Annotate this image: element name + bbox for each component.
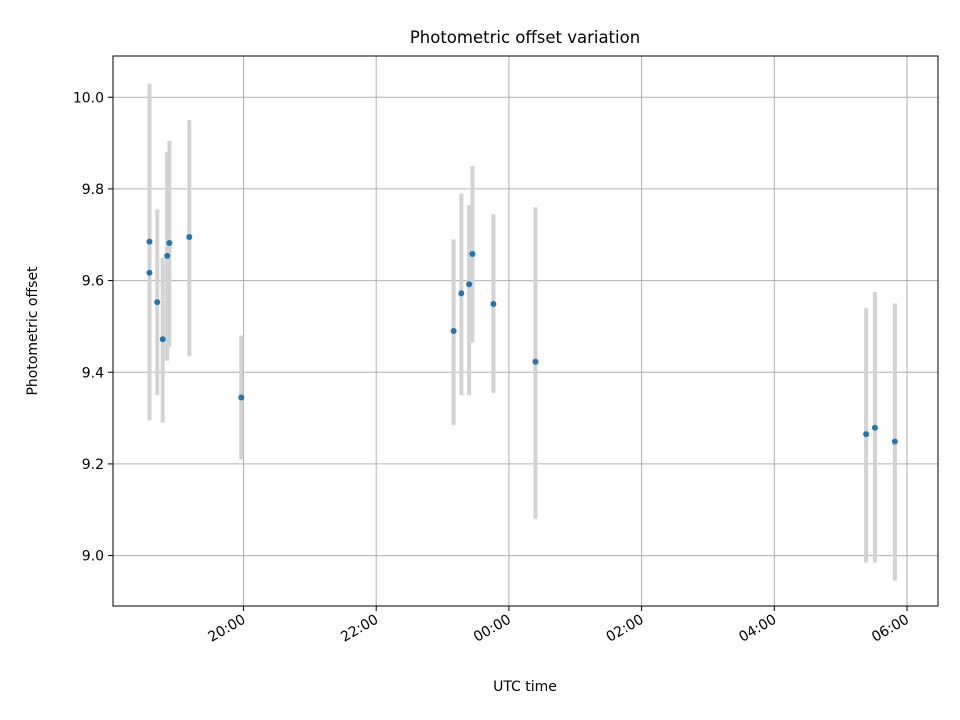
y-tick-label: 9.0 bbox=[82, 549, 104, 565]
grid bbox=[113, 56, 938, 606]
data-point bbox=[146, 269, 153, 276]
data-point bbox=[469, 251, 476, 257]
data-points bbox=[146, 234, 898, 445]
y-tick-label: 9.2 bbox=[82, 457, 104, 473]
x-axis-label: UTC time bbox=[493, 679, 557, 695]
data-point bbox=[458, 290, 465, 297]
data-point bbox=[186, 234, 193, 241]
data-point bbox=[863, 431, 870, 438]
data-point bbox=[532, 358, 539, 365]
data-point bbox=[166, 240, 173, 246]
y-tick-label: 9.4 bbox=[82, 365, 104, 381]
y-tick-label: 9.8 bbox=[82, 182, 104, 198]
plot-frame bbox=[112, 55, 939, 607]
data-point bbox=[871, 424, 878, 431]
y-tick-label: 9.6 bbox=[82, 274, 104, 290]
data-point bbox=[891, 438, 898, 445]
data-point bbox=[159, 336, 166, 343]
data-point bbox=[154, 299, 161, 306]
chart-title: Photometric offset variation bbox=[410, 28, 640, 47]
data-point bbox=[164, 252, 171, 259]
y-axis-label: Photometric offset bbox=[25, 266, 41, 396]
data-point bbox=[490, 300, 497, 307]
data-point bbox=[238, 394, 245, 401]
data-point bbox=[466, 281, 473, 288]
data-point bbox=[146, 238, 153, 245]
data-point bbox=[450, 328, 457, 334]
y-tick-label: 10.0 bbox=[73, 90, 104, 106]
